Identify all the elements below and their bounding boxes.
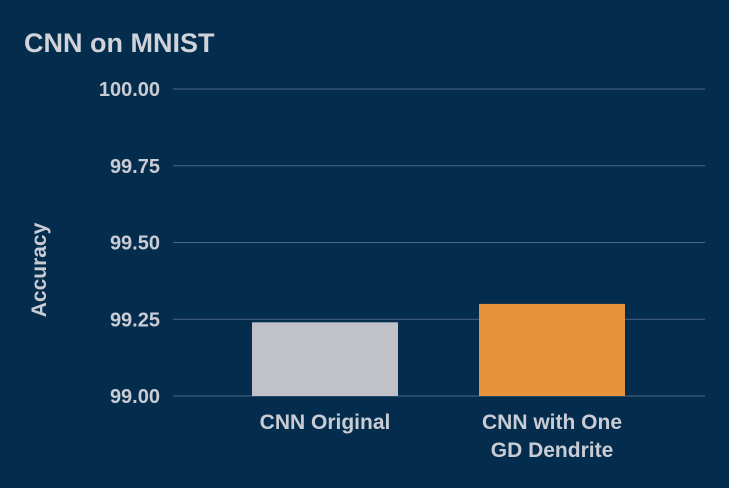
y-tick-label: 99.50 — [110, 233, 160, 255]
y-tick-label: 99.00 — [110, 386, 160, 408]
y-tick-label: 99.25 — [110, 309, 160, 331]
x-tick-label: CNN with One — [482, 411, 622, 434]
x-tick-label: GD Dendrite — [491, 439, 614, 462]
y-tick-labels: 99.00 99.25 99.50 99.75 100.00 — [99, 79, 160, 408]
y-axis-label: Accuracy — [28, 222, 51, 317]
y-tick-label: 99.75 — [110, 156, 160, 178]
x-tick-labels: CNN Original CNN with One GD Dendrite — [260, 411, 622, 462]
chart-title: CNN on MNIST — [24, 28, 215, 58]
y-tick-label: 100.00 — [99, 79, 160, 101]
bar — [252, 322, 398, 396]
x-tick-label: CNN Original — [260, 411, 391, 434]
bars — [252, 303, 625, 396]
bar — [479, 303, 625, 396]
